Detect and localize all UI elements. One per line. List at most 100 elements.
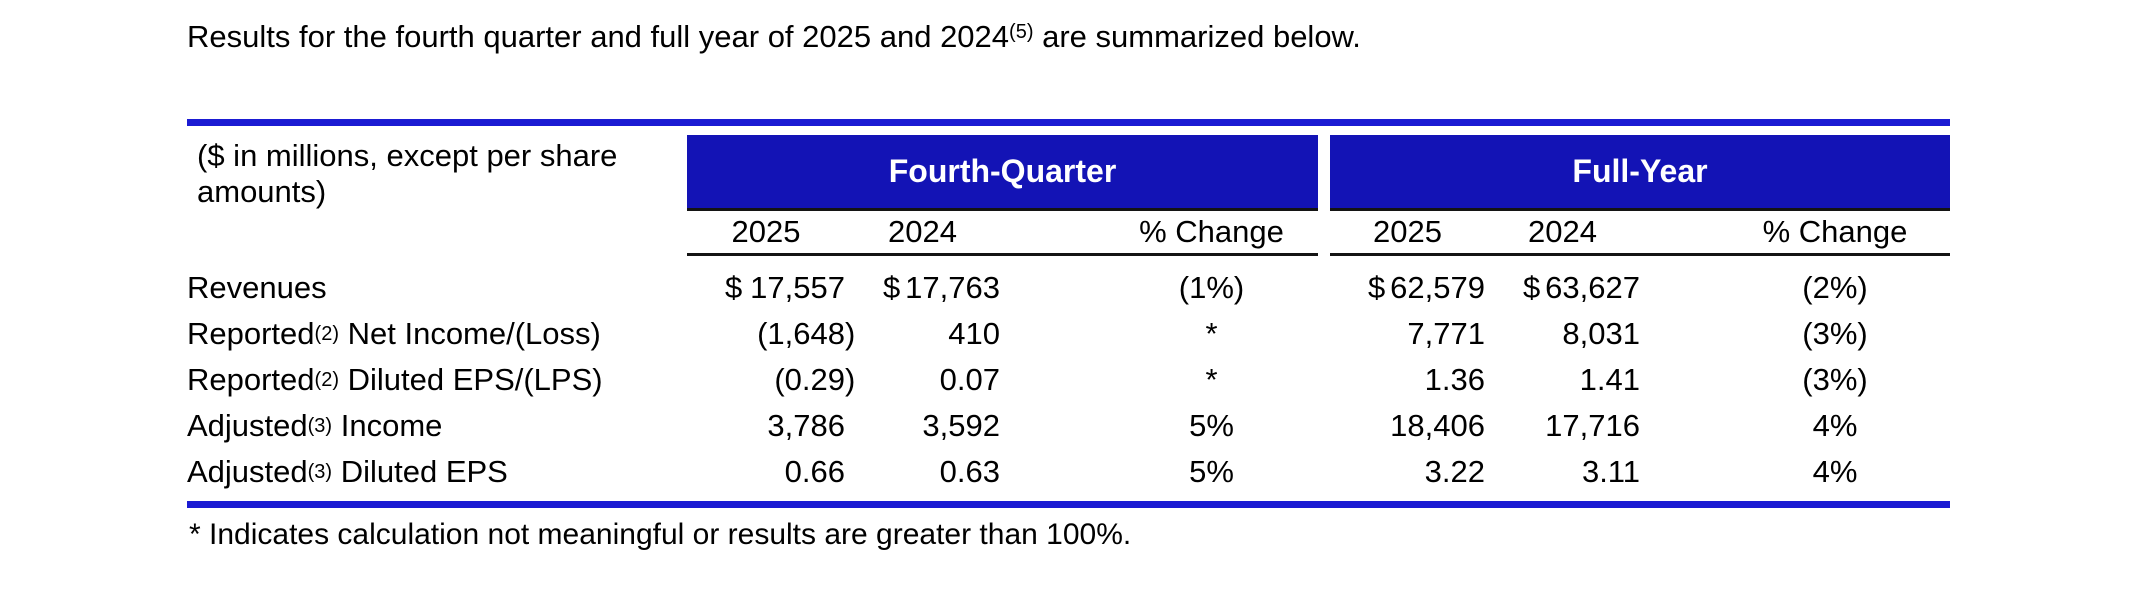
results-table: ($ in millions, except per share amounts…: [187, 119, 1950, 508]
cell-fy-2025: $62,579: [1330, 265, 1485, 311]
row-label-text: Adjusted: [187, 408, 308, 443]
fq-values: $17,557 $17,763 (1%): [687, 265, 1318, 311]
cell-fy-2024: 17,716: [1485, 403, 1640, 449]
row-label-superscript: (3): [307, 414, 333, 437]
cell-fy-pct-change: 4%: [1812, 408, 1858, 443]
section-gap: [1318, 211, 1330, 256]
value: 7,771: [1407, 316, 1485, 351]
table-row-adjusted-income: Adjusted (3) Income 3,786 3,592 5% 18,406…: [187, 403, 1950, 449]
intro-footnote-superscript: (5): [1009, 21, 1034, 43]
value: 0.66: [784, 454, 845, 489]
row-label-rest: Diluted EPS/(LPS): [338, 362, 603, 397]
value: (0.29): [774, 362, 856, 397]
unit-note: ($ in millions, except per share amounts…: [187, 135, 687, 211]
section-gap: [1318, 265, 1330, 311]
value: 3.22: [1424, 454, 1485, 489]
cell-fq-pct-change: *: [1205, 362, 1218, 397]
fy-values: 3.22 3.11 4%: [1330, 449, 1950, 495]
value: 0.07: [939, 362, 1000, 397]
row-label: Reported (2) Diluted EPS/(LPS): [187, 357, 687, 403]
cell-fq-pct-change: *: [1205, 316, 1218, 351]
table-row-reported-diluted-eps: Reported (2) Diluted EPS/(LPS) (0.29) 0.0…: [187, 357, 1950, 403]
value: 17,557: [750, 270, 845, 305]
intro-text-after: are summarized below.: [1033, 19, 1361, 54]
cell-fy-2025: 1.36: [1330, 357, 1485, 403]
row-label-text: Reported: [187, 316, 315, 351]
cell-fy-2024: 3.11: [1485, 449, 1640, 495]
value: 3,592: [922, 408, 1000, 443]
cell-fy-2025: 7,771: [1330, 311, 1485, 357]
table-body: Revenues $17,557 $17,763 (1%) $62,579 $6…: [187, 256, 1950, 495]
unit-note-line1: ($ in millions, except per share: [197, 138, 618, 173]
section-gap: [1318, 311, 1330, 357]
table-top-rule: [187, 119, 1950, 126]
table-row-reported-net-income: Reported (2) Net Income/(Loss) (1,648) 41…: [187, 311, 1950, 357]
cell-fq-pct-change: 5%: [1189, 408, 1234, 443]
cell-fy-pct-change: (3%): [1802, 362, 1868, 397]
cell-fy-2024: $63,627: [1485, 265, 1640, 311]
row-label-superscript: (3): [307, 460, 333, 483]
value: 410: [948, 316, 1000, 351]
value: (1,648): [757, 316, 856, 351]
row-label: Adjusted (3) Diluted EPS: [187, 449, 687, 495]
row-label-text: Revenues: [187, 270, 327, 305]
cell-fq-pct-change: (1%): [1178, 270, 1245, 305]
value: 3.11: [1581, 454, 1640, 489]
cell-fq-2025: $17,557: [687, 265, 845, 311]
fq-values: (1,648) 410 *: [687, 311, 1318, 357]
value: 62,579: [1390, 270, 1485, 305]
fq-values: (0.29) 0.07 *: [687, 357, 1318, 403]
value: 0.63: [939, 454, 1000, 489]
currency-symbol: $: [725, 270, 743, 305]
cell-fy-2024: 8,031: [1485, 311, 1640, 357]
row-label: Adjusted (3) Income: [187, 403, 687, 449]
value: 1.36: [1424, 362, 1485, 397]
cell-fq-2024: 3,592: [845, 403, 1000, 449]
unit-note-line2: amounts): [197, 174, 327, 209]
row-label-rest: Net Income/(Loss): [338, 316, 601, 351]
fq-column-header-2025: 2025: [731, 214, 801, 249]
cell-fy-pct-change: (3%): [1802, 316, 1868, 351]
year-header-row: 2025 2024 % Change 2025 2024 % Change: [187, 211, 1950, 256]
cell-fq-2024: 0.63: [845, 449, 1000, 495]
row-label-superscript: (2): [314, 322, 339, 345]
cell-fq-2024: 0.07: [845, 357, 1000, 403]
table-bottom-rule: [187, 501, 1950, 508]
section-gap: [1318, 135, 1330, 211]
value: 1.41: [1579, 362, 1640, 397]
section-gap: [1318, 449, 1330, 495]
value: 17,716: [1545, 408, 1640, 443]
fy-values: $62,579 $63,627 (2%): [1330, 265, 1950, 311]
fq-values: 3,786 3,592 5%: [687, 403, 1318, 449]
year-row-label-spacer: [187, 211, 687, 256]
cell-fq-2024: $17,763: [845, 265, 1000, 311]
cell-fy-2025: 3.22: [1330, 449, 1485, 495]
fy-values: 1.36 1.41 (3%): [1330, 357, 1950, 403]
section-gap: [1318, 403, 1330, 449]
fourth-quarter-header-bar: Fourth-Quarter: [687, 135, 1318, 211]
value: 8,031: [1562, 316, 1640, 351]
cell-fy-pct-change: (2%): [1802, 270, 1868, 305]
fy-column-header-2025: 2025: [1373, 214, 1442, 249]
fy-column-header-pct-change: % Change: [1762, 214, 1908, 249]
fy-values: 7,771 8,031 (3%): [1330, 311, 1950, 357]
currency-symbol: $: [883, 270, 901, 305]
cell-fq-2025: 0.66: [687, 449, 845, 495]
fq-year-headers: 2025 2024 % Change: [687, 211, 1318, 256]
table-row-revenues: Revenues $17,557 $17,763 (1%) $62,579 $6…: [187, 265, 1950, 311]
cell-fy-2025: 18,406: [1330, 403, 1485, 449]
row-label-text: Reported: [187, 362, 315, 397]
row-label-text: Adjusted: [187, 454, 308, 489]
cell-fq-2024: 410: [845, 311, 1000, 357]
row-label: Reported (2) Net Income/(Loss): [187, 311, 687, 357]
value: 3,786: [767, 408, 845, 443]
cell-fq-pct-change: 5%: [1189, 454, 1234, 489]
table-header-band: ($ in millions, except per share amounts…: [187, 135, 1950, 211]
value: 18,406: [1390, 408, 1485, 443]
value: 17,763: [905, 270, 1000, 305]
section-gap: [1318, 357, 1330, 403]
asterisk-footnote: * Indicates calculation not meaningful o…: [189, 518, 1132, 551]
cell-fy-pct-change: 4%: [1812, 454, 1858, 489]
fq-column-header-pct-change: % Change: [1139, 214, 1284, 249]
fq-values: 0.66 0.63 5%: [687, 449, 1318, 495]
